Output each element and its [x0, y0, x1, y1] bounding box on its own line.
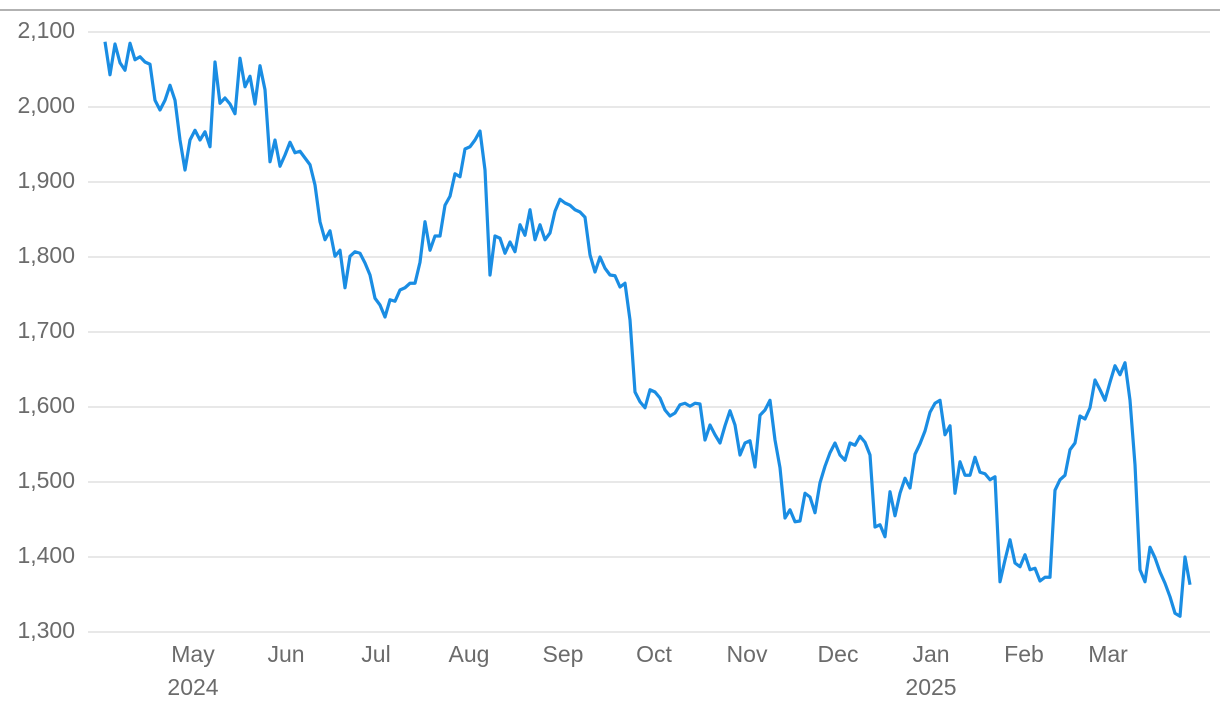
x-tick-label: Oct: [636, 641, 672, 667]
x-tick-label: Sep: [543, 641, 584, 667]
y-tick-label: 1,500: [17, 467, 75, 493]
x-tick-label: Jul: [361, 641, 390, 667]
x-tick-label: Jan: [912, 641, 949, 667]
y-tick-label: 1,400: [17, 542, 75, 568]
y-tick-label: 1,600: [17, 392, 75, 418]
x-tick-label: May: [171, 641, 215, 667]
y-tick-label: 2,100: [17, 17, 75, 43]
line: [103, 41, 1192, 618]
x-tick-label: Mar: [1088, 641, 1128, 667]
y-tick-label: 1,800: [17, 242, 75, 268]
x-tick-label: Dec: [818, 641, 859, 667]
x-tick-label: Jun: [267, 641, 304, 667]
x-year-label: 2025: [905, 674, 956, 700]
x-tick-label: Nov: [727, 641, 768, 667]
y-tick-label: 1,700: [17, 317, 75, 343]
y-tick-label: 1,900: [17, 167, 75, 193]
y-tick-label: 1,300: [17, 617, 75, 643]
y-tick-label: 2,000: [17, 92, 75, 118]
x-year-label: 2024: [167, 674, 218, 700]
x-tick-label: Feb: [1004, 641, 1044, 667]
x-tick-label: Aug: [449, 641, 490, 667]
